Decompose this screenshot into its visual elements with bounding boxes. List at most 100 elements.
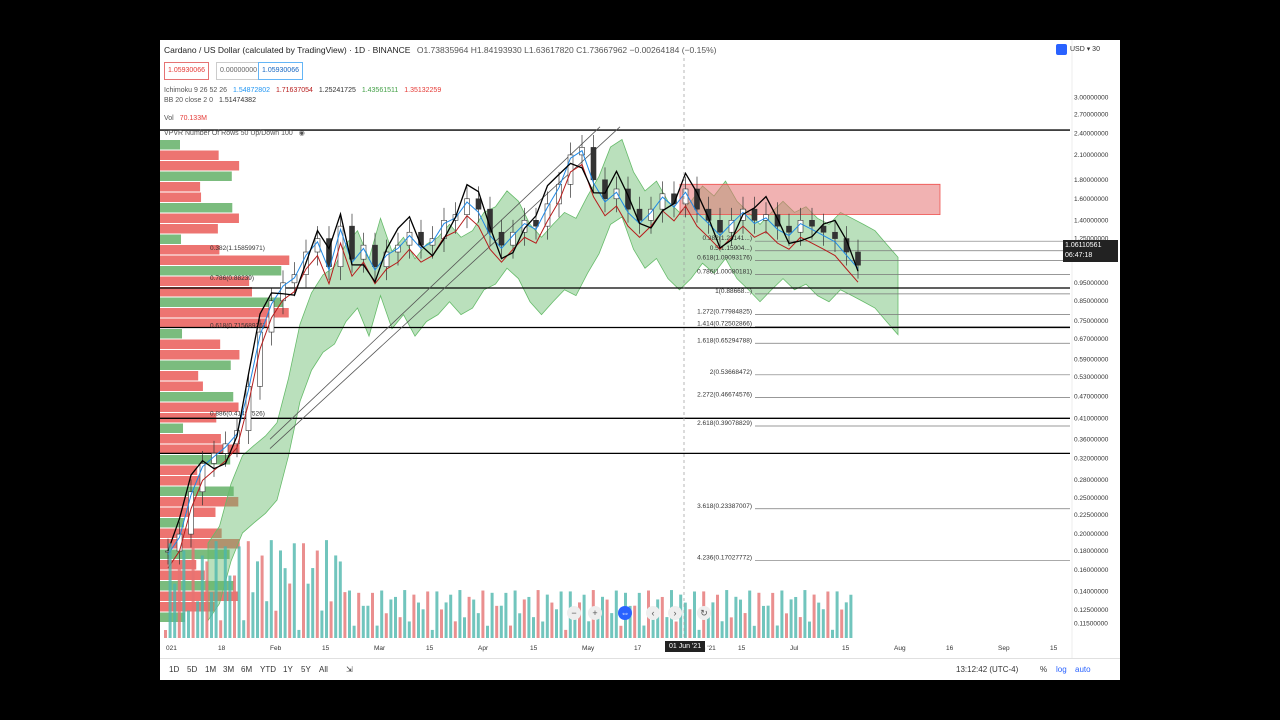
fib-label: 3.618(0.23387007) xyxy=(697,503,752,510)
volume-bar xyxy=(366,605,370,638)
volume-profile-bar xyxy=(160,602,215,612)
volume-profile-bar xyxy=(160,507,216,517)
volume-profile-bar xyxy=(160,381,203,391)
price-axis-tick: 0.53000000 xyxy=(1074,374,1109,381)
volume-profile-bar xyxy=(160,234,182,244)
volume-bar xyxy=(269,540,273,638)
volume-bar xyxy=(637,592,641,638)
price-axis xyxy=(1072,40,1120,658)
candle-body xyxy=(625,188,631,210)
volume-profile-bar xyxy=(160,182,201,192)
fib-label: 2.272(0.46674576) xyxy=(697,391,752,398)
ichimoku-legend[interactable]: Ichimoku 9 26 52 26 1.54872802 1.7163705… xyxy=(164,87,445,94)
candle-body xyxy=(705,208,712,221)
auto-scale-toggle[interactable]: auto xyxy=(1075,665,1091,674)
volume-profile-bar xyxy=(160,150,219,160)
volume-profile-bar xyxy=(160,371,199,381)
log-scale-toggle[interactable]: log xyxy=(1056,665,1067,674)
volume-label: Vol xyxy=(164,115,174,122)
volume-profile-bar xyxy=(160,423,184,433)
sell-price-button[interactable]: 1.05930066 xyxy=(164,62,209,80)
candle-body xyxy=(797,220,804,233)
volume-bar xyxy=(421,609,425,638)
crosshair-date-label: 01 Jun '21 xyxy=(665,641,706,652)
time-axis-tick: 15 xyxy=(530,645,538,652)
volume-bar xyxy=(315,550,319,638)
vpvr-label: VPVR Number Of Rows 50 Up/Down 100 xyxy=(164,130,293,137)
timeframe-ytd[interactable]: YTD xyxy=(260,665,276,674)
volume-bar xyxy=(288,583,292,638)
volume-profile-bar xyxy=(160,245,220,255)
candle-body xyxy=(475,198,482,210)
price-axis-tick: 0.22500000 xyxy=(1074,512,1109,519)
volume-profile-bar xyxy=(160,339,221,349)
zoom-out-button[interactable]: − xyxy=(567,606,581,620)
timeframe-all[interactable]: All xyxy=(319,665,328,674)
fib-label-left: 0.786(0.88239) xyxy=(210,275,254,282)
eye-icon[interactable]: ◉ xyxy=(298,130,305,137)
timeframe-6m[interactable]: 6M xyxy=(241,665,253,674)
date-range-icon[interactable]: ⇲ xyxy=(346,665,353,674)
price-axis-tick: 0.25000000 xyxy=(1074,495,1109,502)
volume-bar xyxy=(509,625,512,638)
volume-bar xyxy=(674,621,678,638)
reset-chart-button[interactable]: ↻ xyxy=(697,606,711,620)
time-axis-tick: 15 xyxy=(1050,645,1058,652)
ichimoku-value-2: 1.71637054 xyxy=(275,87,313,94)
clock-readout[interactable]: 13:12:42 (UTC-4) xyxy=(956,665,1019,674)
currency-selector[interactable]: USD ▾ 30 xyxy=(1070,46,1100,53)
volume-profile-bar xyxy=(160,392,234,402)
volume-profile-bar xyxy=(160,350,240,360)
volume-bar xyxy=(762,605,765,638)
timeframe-5d[interactable]: 5D xyxy=(187,665,198,674)
bb-value: 1.51474382 xyxy=(218,97,256,104)
volume-profile-bar xyxy=(160,287,252,297)
volume-bar xyxy=(642,625,646,638)
price-axis-tick: 1.25000000 xyxy=(1074,236,1109,243)
buy-price-button[interactable]: 1.05930066 xyxy=(258,62,303,80)
compare-icon[interactable] xyxy=(1056,44,1067,55)
vpvr-legend[interactable]: VPVR Number Of Rows 50 Up/Down 100 ◉ xyxy=(164,129,309,137)
volume-profile-bar xyxy=(160,297,283,307)
volume-bar xyxy=(435,591,439,638)
percent-scale-toggle[interactable]: % xyxy=(1040,665,1048,674)
volume-bar xyxy=(628,605,632,638)
scroll-left-button[interactable]: ‹ xyxy=(646,606,660,620)
volume-bar xyxy=(210,592,213,638)
timeframe-1y[interactable]: 1Y xyxy=(283,665,293,674)
timeframe-5y[interactable]: 5Y xyxy=(301,665,311,674)
volume-bar xyxy=(407,621,411,638)
timeframe-3m[interactable]: 3M xyxy=(223,665,235,674)
tenkan-line xyxy=(167,149,859,555)
reset-zoom-button[interactable]: ⇔ xyxy=(618,606,632,620)
volume-bar xyxy=(384,613,388,638)
candle-body xyxy=(544,203,551,227)
time-axis-tick: Apr xyxy=(478,645,489,652)
volume-bar xyxy=(371,592,374,638)
time-axis-tick: 15 xyxy=(322,645,330,652)
timeframe-1d[interactable]: 1D xyxy=(169,665,180,674)
scroll-right-button[interactable]: › xyxy=(668,606,682,620)
symbol-title[interactable]: Cardano / US Dollar (calculated by Tradi… xyxy=(164,45,411,55)
price-axis-tick: 2.40000000 xyxy=(1074,130,1109,137)
candle-body xyxy=(636,208,643,221)
price-axis-tick: 0.67000000 xyxy=(1074,336,1109,343)
volume-bar xyxy=(343,592,347,638)
price-chart[interactable]: 0.382(1.23141...) 0.5(1.15904...) 0.618(1.… xyxy=(160,40,1120,658)
volume-bar xyxy=(789,599,793,638)
volume-bar xyxy=(817,602,821,638)
price-axis-tick: 0.18000000 xyxy=(1074,548,1109,555)
price-axis-tick: 1.80000000 xyxy=(1074,177,1109,184)
volume-profile-bar xyxy=(160,581,235,591)
volume-bar xyxy=(334,555,338,638)
volume-bar xyxy=(394,596,397,638)
bb-legend[interactable]: BB 20 close 2 0 1.51474382 xyxy=(164,97,260,104)
zoom-in-button[interactable]: + xyxy=(588,606,602,620)
volume-profile-bar xyxy=(160,276,250,286)
timeframe-1m[interactable]: 1M xyxy=(205,665,217,674)
candle-body xyxy=(533,220,539,227)
volume-bar xyxy=(417,602,420,638)
price-axis-tick: 0.41000000 xyxy=(1074,415,1109,422)
volume-legend[interactable]: Vol 70.133M xyxy=(164,115,211,122)
candle-body xyxy=(406,231,413,246)
